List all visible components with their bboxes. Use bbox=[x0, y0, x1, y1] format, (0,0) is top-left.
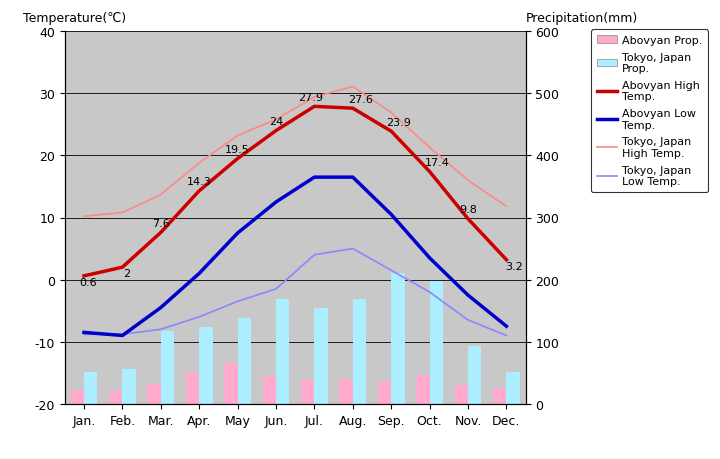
Abovyan High
Temp. bbox=[118, 265, 127, 270]
Abovyan Low
Temp. bbox=[310, 175, 319, 180]
Bar bbox=[506, 372, 520, 404]
Tokyo, Japan
Low Temp. bbox=[195, 314, 204, 320]
Abovyan Low
Temp. bbox=[233, 231, 242, 236]
Bar bbox=[199, 327, 212, 404]
Tokyo, Japan
High Temp. bbox=[464, 178, 472, 184]
Abovyan High
Temp. bbox=[387, 129, 395, 134]
Tokyo, Japan
High Temp. bbox=[233, 134, 242, 139]
Bar bbox=[224, 364, 238, 404]
Abovyan Low
Temp. bbox=[387, 212, 395, 218]
Bar bbox=[315, 308, 328, 404]
Bar bbox=[122, 369, 136, 404]
Tokyo, Japan
Low Temp. bbox=[310, 252, 319, 258]
Bar bbox=[493, 388, 506, 404]
Bar bbox=[378, 381, 391, 404]
Abovyan Low
Temp. bbox=[426, 256, 434, 261]
Tokyo, Japan
High Temp. bbox=[156, 192, 165, 198]
Text: 19.5: 19.5 bbox=[225, 145, 250, 155]
Tokyo, Japan
Low Temp. bbox=[502, 333, 510, 339]
Text: 24: 24 bbox=[269, 117, 283, 127]
Tokyo, Japan
High Temp. bbox=[502, 204, 510, 210]
Bar bbox=[238, 319, 251, 404]
Text: 0.6: 0.6 bbox=[79, 277, 96, 287]
Line: Tokyo, Japan
High Temp.: Tokyo, Japan High Temp. bbox=[84, 87, 506, 217]
Abovyan Low
Temp. bbox=[464, 293, 472, 298]
Text: 9.8: 9.8 bbox=[459, 205, 477, 215]
Bar bbox=[71, 390, 84, 404]
Abovyan High
Temp. bbox=[195, 189, 204, 194]
Abovyan Low
Temp. bbox=[271, 200, 280, 205]
Legend: Abovyan Prop., Tokyo, Japan
Prop., Abovyan High
Temp., Abovyan Low
Temp., Tokyo,: Abovyan Prop., Tokyo, Japan Prop., Abovy… bbox=[591, 30, 708, 192]
Bar bbox=[339, 379, 353, 404]
Abovyan Low
Temp. bbox=[502, 324, 510, 329]
Abovyan High
Temp. bbox=[348, 106, 357, 112]
Abovyan Low
Temp. bbox=[195, 271, 204, 276]
Bar bbox=[454, 385, 468, 404]
Bar bbox=[109, 391, 122, 404]
Tokyo, Japan
Low Temp. bbox=[426, 290, 434, 295]
Abovyan High
Temp. bbox=[502, 257, 510, 263]
Tokyo, Japan
Low Temp. bbox=[118, 332, 127, 337]
Bar bbox=[186, 372, 199, 404]
Tokyo, Japan
High Temp. bbox=[387, 111, 395, 116]
Abovyan High
Temp. bbox=[80, 274, 89, 279]
Text: Temperature(℃): Temperature(℃) bbox=[23, 12, 127, 25]
Bar bbox=[301, 381, 315, 404]
Tokyo, Japan
High Temp. bbox=[348, 84, 357, 90]
Tokyo, Japan
Low Temp. bbox=[348, 246, 357, 252]
Tokyo, Japan
Low Temp. bbox=[271, 286, 280, 292]
Abovyan High
Temp. bbox=[156, 230, 165, 235]
Bar bbox=[276, 300, 289, 404]
Line: Abovyan Low
Temp.: Abovyan Low Temp. bbox=[84, 178, 506, 336]
Tokyo, Japan
High Temp. bbox=[310, 95, 319, 101]
Text: 2: 2 bbox=[122, 269, 130, 279]
Bar bbox=[353, 300, 366, 404]
Tokyo, Japan
Low Temp. bbox=[156, 327, 165, 332]
Bar bbox=[84, 372, 97, 404]
Abovyan Low
Temp. bbox=[80, 330, 89, 336]
Bar bbox=[161, 331, 174, 404]
Abovyan Low
Temp. bbox=[156, 305, 165, 311]
Abovyan Low
Temp. bbox=[118, 333, 127, 339]
Text: 14.3: 14.3 bbox=[186, 177, 212, 187]
Text: 7.6: 7.6 bbox=[152, 218, 170, 229]
Line: Abovyan High
Temp.: Abovyan High Temp. bbox=[84, 107, 506, 276]
Abovyan Low
Temp. bbox=[348, 175, 357, 180]
Tokyo, Japan
High Temp. bbox=[426, 145, 434, 151]
Line: Tokyo, Japan
Low Temp.: Tokyo, Japan Low Temp. bbox=[84, 249, 506, 336]
Bar bbox=[430, 282, 443, 404]
Text: 23.9: 23.9 bbox=[387, 118, 411, 128]
Abovyan High
Temp. bbox=[271, 129, 280, 134]
Abovyan High
Temp. bbox=[233, 157, 242, 162]
Abovyan High
Temp. bbox=[310, 104, 319, 110]
Tokyo, Japan
High Temp. bbox=[271, 118, 280, 123]
Abovyan High
Temp. bbox=[464, 217, 472, 222]
Tokyo, Japan
Low Temp. bbox=[80, 332, 89, 337]
Tokyo, Japan
Low Temp. bbox=[387, 268, 395, 274]
Text: 17.4: 17.4 bbox=[425, 158, 450, 168]
Text: 27.6: 27.6 bbox=[348, 95, 373, 105]
Tokyo, Japan
High Temp. bbox=[118, 210, 127, 216]
Bar bbox=[263, 377, 276, 404]
Bar bbox=[468, 346, 482, 404]
Tokyo, Japan
Low Temp. bbox=[233, 299, 242, 304]
Bar bbox=[148, 384, 161, 404]
Abovyan High
Temp. bbox=[426, 169, 434, 175]
Tokyo, Japan
High Temp. bbox=[80, 214, 89, 219]
Tokyo, Japan
High Temp. bbox=[195, 161, 204, 166]
Text: 27.9: 27.9 bbox=[298, 93, 323, 103]
Tokyo, Japan
Low Temp. bbox=[464, 318, 472, 323]
Text: 3.2: 3.2 bbox=[505, 261, 523, 271]
Text: Precipitation(mm): Precipitation(mm) bbox=[526, 12, 638, 25]
Bar bbox=[391, 274, 405, 404]
Bar bbox=[416, 375, 430, 404]
